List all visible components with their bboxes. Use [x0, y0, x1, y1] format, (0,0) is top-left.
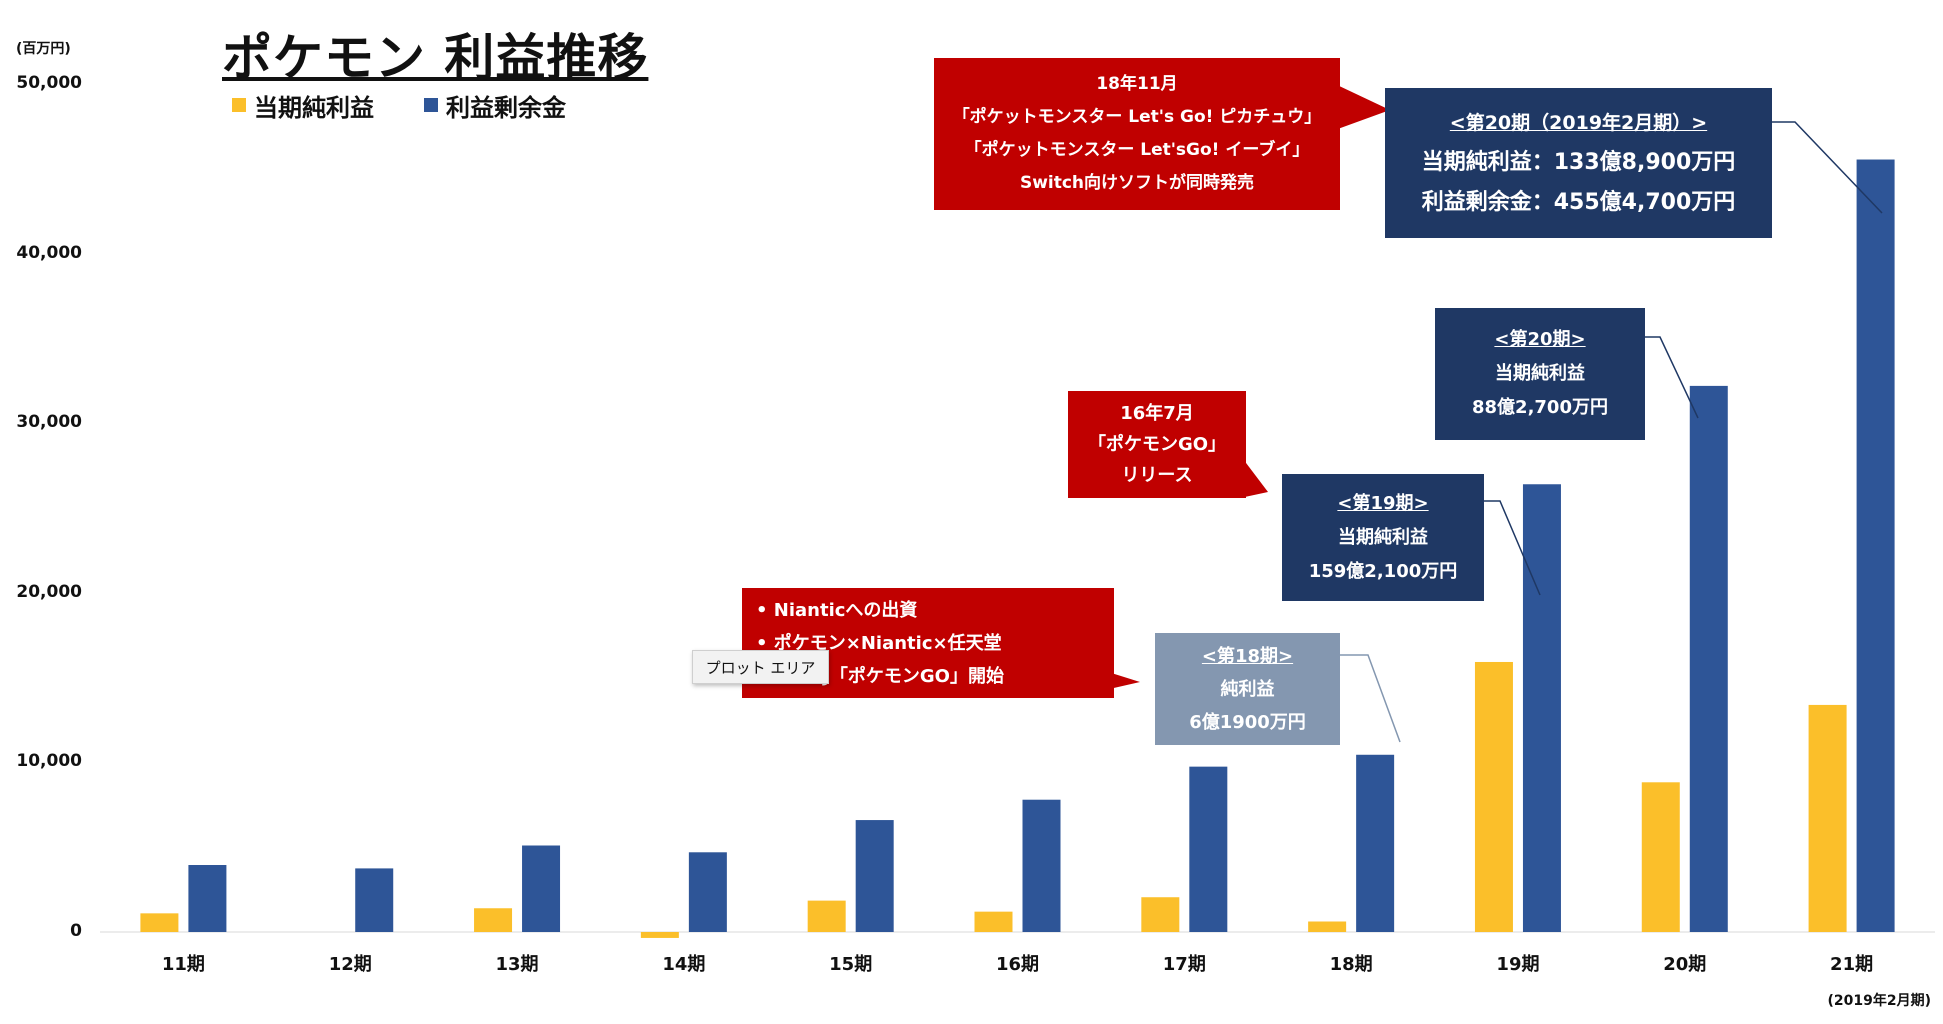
y-tick-label: 10,000 — [16, 751, 82, 772]
bar-retained-earnings-16[interactable] — [1022, 799, 1061, 932]
callout-letsgo-line-2: 「ポケットモンスター Let's Go! ピカチュウ」 — [952, 107, 1322, 127]
y-tick-label: 20,000 — [16, 581, 82, 602]
callout-letsgo-line-3: 「ポケットモンスター Let'sGo! イーブイ」 — [964, 140, 1310, 160]
legend-item-retained-earnings[interactable]: 利益剰余金 — [424, 90, 566, 122]
callout-21-line-2: 利益剰余金：455億4,700万円 — [1421, 190, 1736, 215]
bar-retained-earnings-18[interactable] — [1356, 754, 1395, 932]
x-tick-label: 13期 — [495, 954, 539, 975]
x-tick-label: 17期 — [1162, 954, 1206, 975]
bar-retained-earnings-12[interactable] — [355, 868, 394, 932]
bar-retained-earnings-19[interactable] — [1522, 484, 1561, 932]
x-tick-label: 18期 — [1329, 954, 1373, 975]
bar-net-income-21[interactable] — [1808, 704, 1847, 932]
legend-swatch-retained-earnings — [424, 98, 438, 112]
callout-21-line-1: 当期純利益：133億8,900万円 — [1421, 150, 1736, 175]
callout-18-line-2: 6億1900万円 — [1189, 711, 1306, 733]
plot-area-tooltip: プロット エリア — [692, 650, 829, 684]
callout-period-19: <第19期> 当期純利益 159億2,100万円 — [1282, 474, 1484, 601]
bar-retained-earnings-17[interactable] — [1189, 766, 1228, 932]
bar-retained-earnings-21[interactable] — [1856, 159, 1895, 932]
bar-net-income-19[interactable] — [1474, 661, 1513, 932]
callout-niantic-line-2: • ポケモン×Niantic×任天堂 — [756, 632, 1002, 654]
legend-label-net-income: 当期純利益 — [254, 93, 374, 122]
bar-net-income-16[interactable] — [974, 911, 1013, 932]
x-tick-label: 16期 — [995, 954, 1040, 975]
callout-c2-pointer — [1240, 455, 1268, 498]
callout-lets-go: 18年11月 「ポケットモンスター Let's Go! ピカチュウ」 「ポケット… — [934, 58, 1340, 210]
callout-19-line-2: 159億2,100万円 — [1308, 560, 1458, 582]
y-tick-label: 40,000 — [16, 242, 82, 263]
callout-pokemon-go-release: 16年7月 「ポケモンGO」 リリース — [1068, 391, 1246, 498]
callout-21-heading: <第20期（2019年2月期）> — [1449, 112, 1708, 134]
bar-net-income-13[interactable] — [474, 908, 513, 932]
b21-connector — [1770, 121, 1883, 214]
callout-period-20: <第20期> 当期純利益 88億2,700万円 — [1435, 308, 1645, 440]
callout-19-heading: <第19期> — [1337, 492, 1429, 514]
bar-net-income-14[interactable] — [640, 932, 679, 938]
bar-retained-earnings-15[interactable] — [855, 820, 894, 932]
x-tick-label: 20期 — [1663, 954, 1707, 975]
x-tick-label: 21期 — [1830, 954, 1874, 975]
b19-connector — [1482, 500, 1541, 596]
bar-net-income-20[interactable] — [1641, 782, 1680, 932]
x-tick-label: 12期 — [328, 954, 372, 975]
callout-20-heading: <第20期> — [1494, 329, 1586, 350]
chart-title: ポケモン 利益推移 — [222, 29, 649, 87]
bar-net-income-15[interactable] — [807, 900, 846, 932]
x-tick-label: 19期 — [1496, 954, 1540, 975]
callout-letsgo-line-1: 18年11月 — [1096, 74, 1178, 94]
callout-go-line-1: 16年7月 — [1120, 403, 1194, 424]
period-footnote: (2019年2月期) — [1827, 993, 1931, 1009]
callout-18-line-1: 純利益 — [1220, 678, 1275, 700]
y-tick-label: 0 — [70, 921, 82, 941]
bar-retained-earnings-13[interactable] — [522, 845, 561, 932]
legend-swatch-net-income — [232, 98, 246, 112]
bar-retained-earnings-20[interactable] — [1689, 385, 1728, 932]
bar-net-income-18[interactable] — [1308, 921, 1347, 932]
legend-item-net-income[interactable]: 当期純利益 — [232, 90, 374, 122]
callout-letsgo-line-4: Switch向けソフトが同時発売 — [1019, 173, 1255, 193]
x-tick-label: 15期 — [829, 954, 873, 975]
callout-18-heading: <第18期> — [1201, 645, 1294, 667]
callout-20-line-1: 当期純利益 — [1495, 363, 1585, 384]
x-tick-label: 14期 — [662, 954, 706, 975]
callout-20-line-2: 88億2,700万円 — [1472, 397, 1608, 418]
callout-period-21: <第20期（2019年2月期）> 当期純利益：133億8,900万円 利益剰余金… — [1385, 88, 1772, 238]
callout-niantic: • Nianticへの出資 • ポケモン×Niantic×任天堂 向けPJ「ポケ… — [742, 588, 1114, 698]
callout-c3-pointer — [1335, 84, 1390, 130]
b18-connector — [1337, 654, 1401, 743]
callout-go-line-3: リリース — [1121, 465, 1193, 486]
bar-retained-earnings-11[interactable] — [188, 865, 227, 932]
callout-19-line-1: 当期純利益 — [1338, 526, 1428, 548]
bar-retained-earnings-14[interactable] — [688, 852, 727, 932]
callout-niantic-line-1: • Nianticへの出資 — [756, 599, 918, 621]
legend-label-retained-earnings: 利益剰余金 — [446, 93, 566, 122]
b20-connector — [1643, 336, 1699, 419]
x-tick-label: 11期 — [161, 954, 205, 975]
callout-period-18: <第18期> 純利益 6億1900万円 — [1155, 633, 1340, 745]
bar-net-income-17[interactable] — [1141, 897, 1180, 932]
bar-net-income-11[interactable] — [140, 913, 179, 932]
y-tick-label: 50,000 — [16, 73, 82, 93]
y-tick-label: 30,000 — [16, 412, 82, 433]
callout-go-line-2: 「ポケモンGO」 — [1087, 434, 1227, 455]
unit-label: (百万円) — [16, 41, 71, 57]
callout-niantic-line-3: 向けPJ「ポケモンGO」開始 — [756, 665, 1004, 687]
